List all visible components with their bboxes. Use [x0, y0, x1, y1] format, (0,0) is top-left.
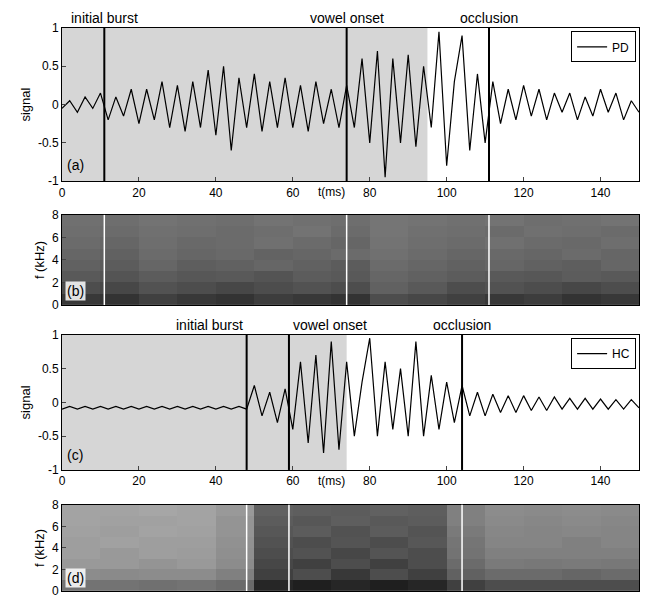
svg-text:1: 1 — [52, 21, 59, 35]
svg-text:80: 80 — [363, 474, 377, 488]
svg-text:60: 60 — [286, 474, 300, 488]
svg-text:6: 6 — [52, 520, 59, 534]
svg-text:occlusion: occlusion — [433, 317, 491, 333]
svg-text:-0.5: -0.5 — [38, 136, 59, 150]
svg-text:initial burst: initial burst — [71, 10, 138, 26]
svg-text:HC: HC — [612, 347, 630, 361]
svg-text:f (kHz): f (kHz) — [32, 529, 47, 567]
svg-text:100: 100 — [437, 474, 457, 488]
svg-text:-0.5: -0.5 — [38, 429, 59, 443]
svg-text:0: 0 — [52, 584, 59, 598]
svg-text:signal: signal — [18, 385, 33, 419]
svg-text:0: 0 — [52, 298, 59, 312]
svg-text:(c): (c) — [67, 447, 83, 463]
svg-text:6: 6 — [52, 231, 59, 245]
svg-text:120: 120 — [514, 186, 534, 200]
svg-text:8: 8 — [52, 208, 59, 222]
svg-text:vowel onset: vowel onset — [293, 317, 367, 333]
svg-text:2: 2 — [52, 276, 59, 290]
svg-text:initial burst: initial burst — [176, 317, 243, 333]
svg-text:4: 4 — [52, 253, 59, 267]
svg-text:1: 1 — [52, 328, 59, 342]
svg-text:vowel onset: vowel onset — [310, 10, 384, 26]
svg-text:80: 80 — [363, 186, 377, 200]
svg-text:20: 20 — [132, 474, 146, 488]
svg-text:100: 100 — [437, 186, 457, 200]
svg-text:20: 20 — [132, 186, 146, 200]
svg-text:(b): (b) — [67, 283, 84, 299]
svg-text:0: 0 — [59, 186, 66, 200]
svg-text:0: 0 — [52, 396, 59, 410]
svg-text:8: 8 — [52, 498, 59, 512]
svg-text:-1: -1 — [48, 463, 59, 477]
svg-text:0: 0 — [59, 474, 66, 488]
svg-text:occlusion: occlusion — [460, 10, 518, 26]
svg-text:0: 0 — [52, 98, 59, 112]
svg-text:(a): (a) — [67, 157, 84, 173]
svg-text:140: 140 — [591, 474, 611, 488]
svg-text:signal: signal — [18, 87, 33, 121]
svg-text:PD: PD — [612, 41, 629, 55]
svg-text:0.5: 0.5 — [42, 362, 59, 376]
svg-text:t(ms): t(ms) — [318, 474, 345, 488]
svg-text:60: 60 — [286, 186, 300, 200]
svg-text:40: 40 — [209, 474, 223, 488]
svg-text:-1: -1 — [48, 174, 59, 188]
svg-text:(d): (d) — [67, 570, 84, 586]
svg-text:120: 120 — [514, 474, 534, 488]
svg-text:2: 2 — [52, 563, 59, 577]
svg-text:f (kHz): f (kHz) — [32, 241, 47, 279]
svg-text:t(ms): t(ms) — [318, 185, 345, 199]
svg-text:4: 4 — [52, 541, 59, 555]
svg-text:0.5: 0.5 — [42, 59, 59, 73]
svg-text:140: 140 — [591, 186, 611, 200]
svg-text:40: 40 — [209, 186, 223, 200]
